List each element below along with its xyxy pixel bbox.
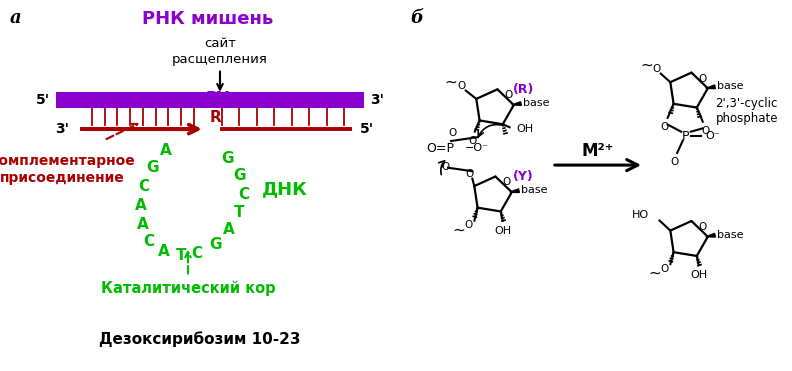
Text: (R): (R) [513, 83, 535, 96]
Text: T: T [234, 205, 245, 220]
Text: O: O [464, 220, 473, 230]
Text: OH: OH [516, 124, 533, 134]
Text: ~: ~ [453, 223, 466, 237]
Text: base: base [520, 186, 547, 196]
Text: Дезоксирибозим 10-23: Дезоксирибозим 10-23 [99, 332, 301, 347]
Bar [56, 92, 364, 108]
Text: OH: OH [690, 270, 707, 280]
Text: ~: ~ [649, 266, 661, 281]
Text: а: а [10, 9, 21, 27]
Text: O: O [661, 263, 668, 273]
Text: O: O [469, 136, 477, 146]
Text: (Y): (Y) [512, 170, 533, 183]
Text: сайт
расщепления: сайт расщепления [172, 37, 268, 66]
Text: R: R [209, 110, 221, 125]
Text: G: G [209, 237, 222, 252]
Text: G: G [222, 151, 234, 166]
Text: 3': 3' [55, 122, 69, 136]
Text: O: O [505, 90, 513, 100]
Text: O: O [671, 157, 679, 167]
Text: O: O [458, 81, 466, 91]
Text: 5': 5' [360, 122, 374, 136]
Text: P: P [682, 129, 690, 143]
Text: A: A [137, 217, 149, 232]
Text: 5': 5' [36, 93, 50, 107]
Text: A: A [223, 222, 234, 237]
Text: RY: RY [206, 91, 230, 108]
Text: O: O [503, 177, 511, 187]
Text: O⁻: O⁻ [705, 131, 720, 141]
Text: 3': 3' [370, 93, 384, 107]
Text: T: T [176, 249, 186, 263]
Text: Комплементарное
присоединение: Комплементарное присоединение [0, 154, 136, 185]
Text: A: A [158, 244, 169, 259]
Polygon shape [512, 102, 521, 105]
Text: 2',3'-cyclic
phosphate: 2',3'-cyclic phosphate [715, 97, 778, 125]
Text: O=P: O=P [426, 142, 454, 155]
Text: C: C [143, 234, 154, 249]
Text: OH: OH [494, 226, 512, 236]
Text: base: base [523, 98, 549, 108]
Text: ~: ~ [445, 74, 458, 89]
Text: ДНК: ДНК [262, 180, 308, 198]
Text: O: O [442, 162, 450, 173]
Text: O: O [699, 222, 707, 232]
Text: −O⁻: −O⁻ [465, 144, 489, 153]
Text: O: O [702, 126, 710, 136]
Text: O: O [448, 128, 457, 138]
Polygon shape [706, 85, 715, 89]
Polygon shape [706, 233, 715, 237]
Text: O: O [699, 73, 707, 83]
Text: A: A [160, 143, 172, 158]
Text: C: C [192, 246, 203, 260]
Text: G: G [233, 168, 246, 183]
Text: б: б [410, 9, 423, 27]
Text: HO: HO [631, 210, 649, 220]
Text: ~: ~ [640, 58, 653, 73]
Text: М²⁺: М²⁺ [582, 142, 615, 160]
Text: G: G [147, 160, 159, 175]
Text: РНК мишень: РНК мишень [143, 10, 273, 29]
Text: Каталитический кор: Каталитический кор [101, 280, 276, 296]
Text: C: C [238, 187, 249, 201]
Text: C: C [139, 179, 150, 194]
Text: O: O [661, 122, 668, 132]
Polygon shape [510, 189, 520, 193]
Text: O: O [465, 169, 474, 179]
Text: base: base [717, 82, 743, 92]
Text: O: O [653, 64, 661, 74]
Text: A: A [135, 198, 147, 213]
Text: base: base [717, 230, 743, 240]
